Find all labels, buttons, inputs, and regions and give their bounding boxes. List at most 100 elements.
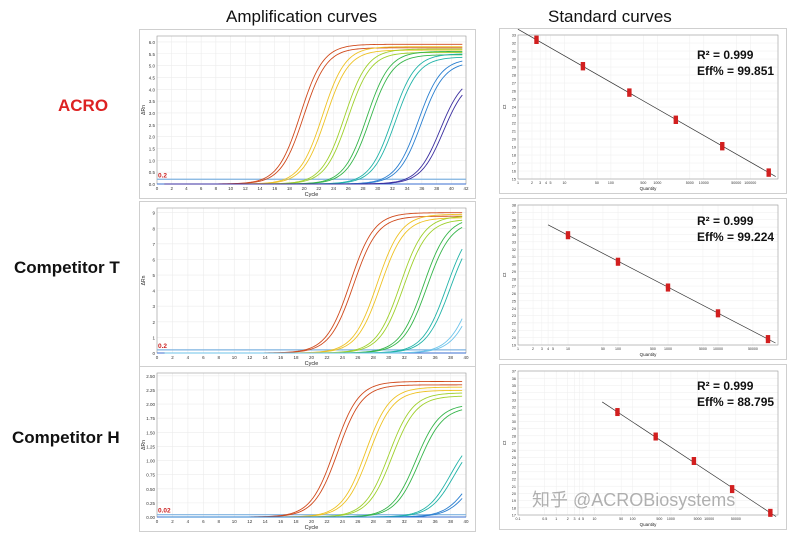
y-tick-label: 31 bbox=[512, 50, 516, 54]
std-point bbox=[665, 287, 671, 292]
y-tick-label: 26 bbox=[512, 90, 516, 94]
x-tick-label: 30 bbox=[375, 186, 381, 191]
std-point bbox=[653, 436, 658, 441]
x-tick-label: 28 bbox=[371, 519, 377, 524]
y-tick-label: 1.0 bbox=[149, 158, 156, 163]
grid bbox=[156, 373, 467, 518]
amp-curve-s3-rep1 bbox=[164, 392, 463, 518]
x-tick-label: 20 bbox=[309, 355, 315, 360]
std-point bbox=[615, 411, 620, 417]
x-tick-label: 16 bbox=[278, 519, 284, 524]
y-tick-label: 0.25 bbox=[146, 501, 155, 506]
y-tick-label: 25 bbox=[512, 98, 516, 102]
amp-curve-s3-rep2 bbox=[164, 51, 463, 185]
x-tick-label: 10 bbox=[232, 355, 238, 360]
amp-curve-s4-rep2 bbox=[164, 227, 463, 354]
y-tick-label: 5.5 bbox=[149, 52, 156, 57]
std-point bbox=[715, 312, 721, 318]
std-point bbox=[627, 88, 632, 93]
y-tick-label: 35 bbox=[512, 226, 516, 230]
amp-curve-s6-rep1 bbox=[164, 318, 463, 354]
std-point bbox=[627, 92, 632, 97]
y-axis-label: Ct bbox=[502, 440, 507, 445]
y-tick-label: 0.75 bbox=[146, 473, 155, 478]
amp-curve-s3-rep2 bbox=[164, 219, 463, 354]
y-tick-label: 32 bbox=[512, 248, 516, 252]
y-tick-label: 2.5 bbox=[149, 123, 156, 128]
y-tick-label: 22 bbox=[512, 321, 516, 325]
x-tick-label: 10 bbox=[228, 186, 234, 191]
row-label-competitor-t: Competitor T bbox=[14, 258, 120, 277]
x-tick-label: 24 bbox=[331, 186, 337, 191]
std-point bbox=[729, 485, 735, 490]
x-tick-label: 500 bbox=[650, 347, 656, 351]
y-tick-label: 1.50 bbox=[146, 430, 155, 435]
x-tick-label: 32 bbox=[402, 519, 408, 524]
y-tick-label: 17 bbox=[512, 162, 516, 166]
y-tick-label: 19 bbox=[512, 344, 516, 348]
y-tick-label: 0.50 bbox=[146, 487, 155, 492]
x-tick-label: 14 bbox=[263, 519, 269, 524]
x-tick-label: 26 bbox=[355, 355, 361, 360]
x-tick-label: 100 bbox=[630, 517, 636, 521]
regression-line bbox=[517, 29, 776, 177]
std-point bbox=[673, 119, 679, 124]
x-tick-label: 12 bbox=[243, 186, 249, 191]
x-tick-label: 2 bbox=[531, 181, 533, 185]
row-label-acro: ACRO bbox=[58, 96, 109, 115]
amp-curve-s6-rep2 bbox=[164, 498, 463, 518]
x-tick-label: 4 bbox=[187, 355, 190, 360]
y-tick-label: 2.0 bbox=[149, 135, 156, 140]
y-tick-label: 29 bbox=[512, 270, 516, 274]
y-tick-label: 30 bbox=[512, 420, 516, 424]
std-point bbox=[715, 309, 721, 314]
std-point bbox=[729, 488, 735, 494]
y-tick-label: 32 bbox=[512, 42, 516, 46]
x-tick-label: 30 bbox=[386, 355, 392, 360]
x-tick-label: 22 bbox=[324, 355, 330, 360]
x-tick-label: 38 bbox=[448, 519, 454, 524]
plot-frame bbox=[517, 370, 779, 516]
x-tick-label: 3 bbox=[541, 347, 543, 351]
y-tick-label: 26 bbox=[512, 292, 516, 296]
x-tick-label: 18 bbox=[287, 186, 293, 191]
y-tick-label: 0.00 bbox=[146, 515, 155, 520]
x-tick-label: 2 bbox=[171, 519, 174, 524]
y-tick-label: 16 bbox=[512, 170, 516, 174]
x-tick-label: 28 bbox=[360, 186, 366, 191]
row-label-competitor-h: Competitor H bbox=[12, 428, 120, 447]
y-tick-label: 36 bbox=[512, 377, 516, 381]
y-tick-label: 18 bbox=[512, 154, 516, 158]
x-axis-label: Quantity bbox=[640, 186, 658, 191]
amp-curve-s4-rep2 bbox=[164, 54, 463, 185]
x-tick-label: 500 bbox=[640, 181, 646, 185]
x-axis-label: Cycle bbox=[305, 192, 319, 198]
x-tick-label: 100 bbox=[608, 181, 614, 185]
x-tick-label: 1000 bbox=[664, 347, 672, 351]
y-tick-label: 23 bbox=[512, 314, 516, 318]
grid bbox=[156, 36, 467, 185]
threshold-label: 0.2 bbox=[158, 172, 167, 179]
y-axis-label: Ct bbox=[502, 272, 507, 277]
y-tick-label: 6 bbox=[152, 257, 155, 262]
threshold-label: 0.02 bbox=[158, 508, 171, 515]
amp-curve-s1-rep1 bbox=[164, 381, 463, 518]
x-tick-label: 42 bbox=[463, 186, 469, 191]
x-tick-label: 50 bbox=[601, 347, 605, 351]
x-tick-label: 3 bbox=[539, 181, 541, 185]
y-tick-label: 25 bbox=[512, 299, 516, 303]
std-point bbox=[565, 234, 571, 240]
x-tick-label: 24 bbox=[340, 519, 346, 524]
amp-curve-s1-rep1 bbox=[164, 43, 463, 185]
x-tick-label: 100 bbox=[615, 347, 621, 351]
y-tick-label: 5 bbox=[152, 273, 155, 278]
x-tick-label: 20 bbox=[309, 519, 315, 524]
x-tick-label: 50000 bbox=[731, 517, 741, 521]
y-tick-label: 24 bbox=[512, 106, 516, 110]
x-tick-label: 36 bbox=[433, 519, 439, 524]
y-tick-label: 1.75 bbox=[146, 416, 155, 421]
x-tick-label: 20 bbox=[302, 186, 308, 191]
std-point bbox=[720, 142, 725, 147]
